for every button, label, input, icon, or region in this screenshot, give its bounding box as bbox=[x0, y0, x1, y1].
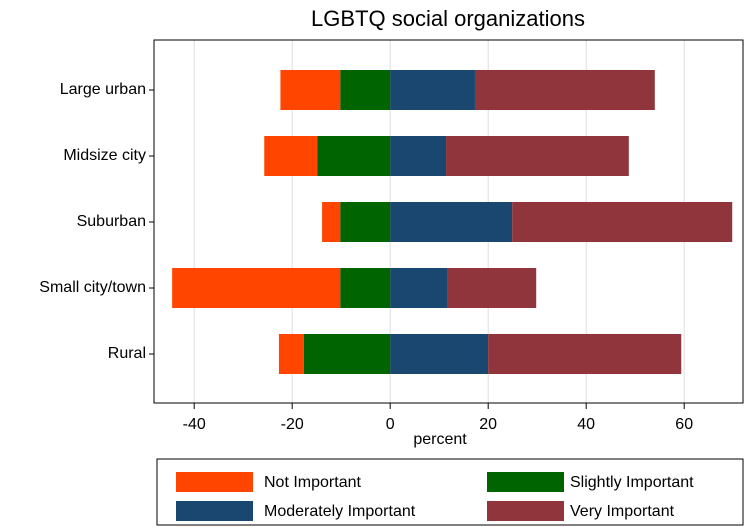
legend-label: Very Important bbox=[570, 503, 675, 520]
bar bbox=[488, 334, 682, 374]
bar bbox=[390, 202, 513, 242]
bar bbox=[474, 70, 655, 110]
legend-box bbox=[156, 458, 744, 526]
x-tick-label: -20 bbox=[281, 416, 304, 433]
bar bbox=[390, 70, 475, 110]
bar bbox=[512, 202, 733, 242]
chart-title: LGBTQ social organizations bbox=[311, 6, 585, 31]
bar bbox=[280, 70, 341, 110]
x-tick-label: 0 bbox=[386, 416, 395, 433]
legend-swatch bbox=[176, 472, 253, 492]
y-tick-label: Rural bbox=[108, 345, 146, 362]
legend-label: Moderately Important bbox=[264, 503, 416, 520]
y-tick-label: Midsize city bbox=[63, 147, 146, 164]
bar bbox=[317, 136, 391, 176]
bar bbox=[447, 268, 537, 308]
bar bbox=[340, 70, 391, 110]
legend-label: Not Important bbox=[264, 474, 361, 491]
bar bbox=[264, 136, 318, 176]
x-tick-label: -40 bbox=[183, 416, 206, 433]
x-tick-label: 60 bbox=[675, 416, 693, 433]
bar bbox=[278, 334, 304, 374]
x-axis-label: percent bbox=[413, 431, 467, 448]
bar bbox=[172, 268, 341, 308]
legend-label: Slightly Important bbox=[570, 474, 694, 491]
bar bbox=[303, 334, 391, 374]
y-tick-label: Small city/town bbox=[39, 279, 146, 296]
bar bbox=[340, 268, 391, 308]
legend-swatch bbox=[487, 472, 564, 492]
bar bbox=[390, 268, 448, 308]
legend-swatch bbox=[487, 501, 564, 521]
y-tick-label: Suburban bbox=[77, 213, 146, 230]
x-tick-label: 20 bbox=[479, 416, 497, 433]
plot-frame bbox=[153, 39, 744, 404]
bar bbox=[340, 202, 391, 242]
bar bbox=[446, 136, 629, 176]
y-tick-label: Large urban bbox=[60, 81, 146, 98]
bar bbox=[390, 334, 489, 374]
x-tick-label: 40 bbox=[577, 416, 595, 433]
bar bbox=[390, 136, 447, 176]
legend-swatch bbox=[176, 501, 253, 521]
bar bbox=[322, 202, 341, 242]
